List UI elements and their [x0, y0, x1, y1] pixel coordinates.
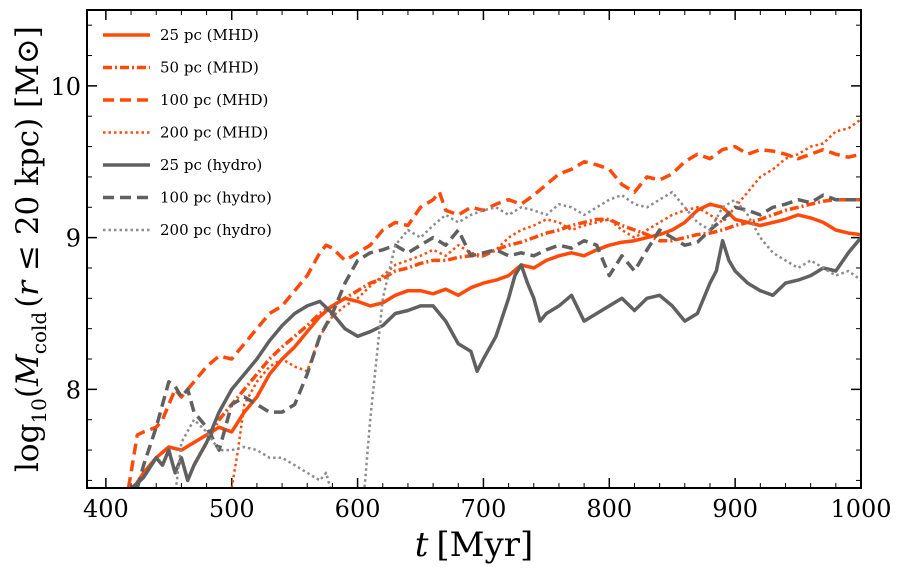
tick-layer [87, 10, 862, 488]
legend-label: 25 pc (MHD) [160, 26, 259, 44]
x-tick-label: 900 [712, 495, 758, 523]
series-line [174, 190, 861, 488]
y-axis-title: log10(Mcold(r ≤ 20 kpc) [M⊙] [10, 26, 51, 472]
y-tick-label: 8 [66, 376, 81, 404]
series-line [192, 197, 861, 467]
series-layer [126, 118, 861, 488]
x-tick-label: 400 [83, 495, 129, 523]
series-line [129, 236, 861, 488]
legend: 25 pc (MHD) 50 pc (MHD) 100 pc (MHD) 200 pc… [103, 26, 272, 239]
x-axis-title: t [Myr] [415, 525, 533, 565]
plot-frame [86, 9, 862, 489]
legend-label: 100 pc (hydro) [160, 189, 272, 207]
y-tick-label: 9 [66, 225, 81, 253]
x-tick-label: 800 [586, 495, 632, 523]
series-line [126, 144, 861, 488]
series-line [230, 118, 861, 488]
legend-label: 200 pc (MHD) [160, 124, 268, 142]
x-tick-label: 700 [461, 495, 507, 523]
legend-label: 100 pc (MHD) [160, 91, 268, 109]
legend-label: 200 pc (hydro) [160, 221, 272, 239]
x-tick-label: 1000 [830, 495, 891, 523]
x-tick-label: 500 [209, 495, 255, 523]
series-line [135, 193, 861, 488]
y-tick-label: 10 [50, 73, 81, 101]
x-tick-label: 600 [335, 495, 381, 523]
legend-label: 50 pc (MHD) [160, 59, 259, 77]
tick-label-layer: 400 500 600 700 800 900 1000 8 9 10 [50, 73, 891, 523]
legend-label: 25 pc (hydro) [160, 156, 262, 174]
